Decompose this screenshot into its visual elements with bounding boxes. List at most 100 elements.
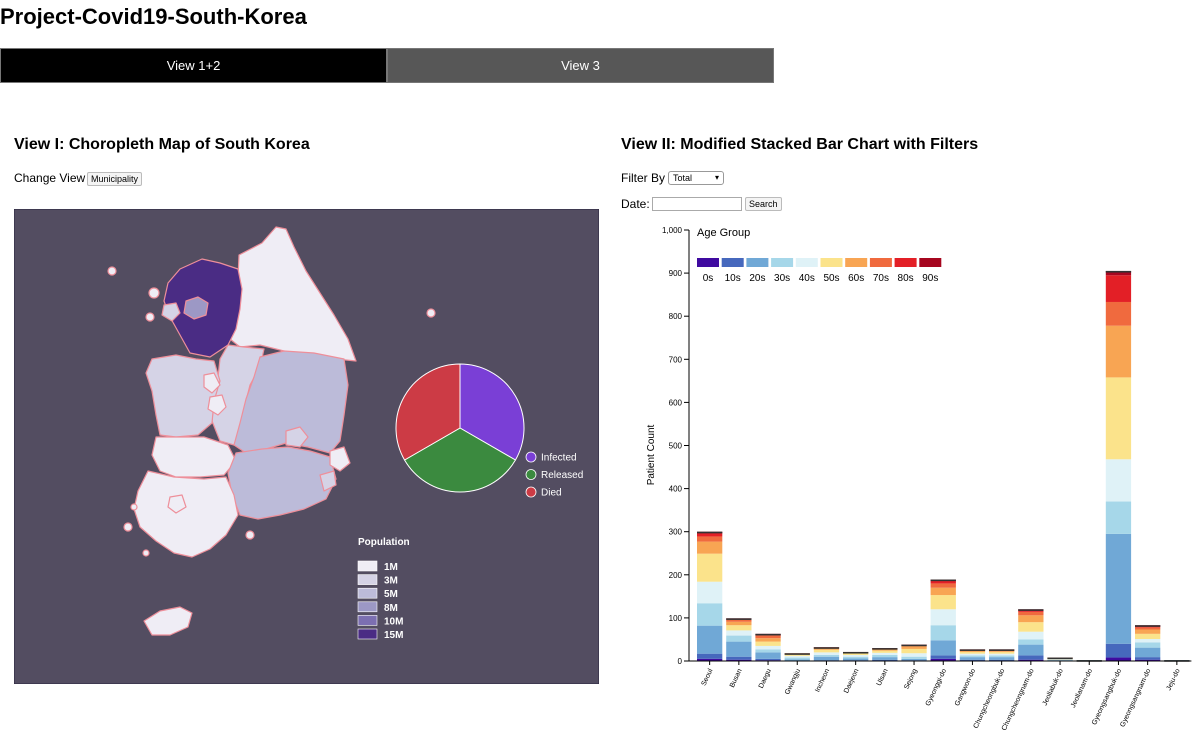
region-daejeon[interactable] (207, 394, 227, 416)
pie-slice-released[interactable] (403, 427, 517, 493)
bar-segment-50s[interactable] (755, 641, 781, 646)
bar-segment-60s[interactable] (755, 638, 781, 642)
bar-segment-50s[interactable] (843, 653, 869, 655)
bar-segment-30s[interactable] (930, 625, 956, 641)
bar-segment-60s[interactable] (989, 651, 1015, 652)
bar-segment-60s[interactable] (872, 649, 898, 651)
bar-segment-20s[interactable] (872, 657, 898, 660)
bar-segment-20s[interactable] (784, 659, 810, 661)
bar-segment-40s[interactable] (1047, 659, 1073, 660)
bar-segment-20s[interactable] (989, 657, 1015, 660)
bar-segment-10s[interactable] (813, 660, 840, 661)
bar-segment-0s[interactable] (697, 658, 723, 661)
pie-slice-died[interactable] (395, 363, 461, 461)
bar-segment-60s[interactable] (726, 621, 752, 626)
bar-segment-0s[interactable] (1018, 659, 1044, 661)
bar-segment-30s[interactable] (989, 655, 1015, 658)
bar-segment-70s[interactable] (726, 619, 752, 622)
bar-segment-40s[interactable] (959, 653, 986, 656)
bar-segment-20s[interactable] (930, 640, 956, 656)
bar-segment-30s[interactable] (1135, 642, 1161, 648)
bar-segment-40s[interactable] (1135, 639, 1161, 643)
bar-segment-30s[interactable] (755, 649, 781, 653)
bar-segment-10s[interactable] (1135, 657, 1161, 660)
bar-segment-60s[interactable] (930, 587, 956, 596)
bar-segment-20s[interactable] (901, 658, 927, 661)
bar-segment-50s[interactable] (697, 553, 723, 582)
bar-segment-50s[interactable] (930, 595, 956, 610)
bar-segment-30s[interactable] (901, 656, 927, 659)
bar-segment-60s[interactable] (1018, 615, 1044, 623)
region-sejong[interactable] (203, 372, 221, 394)
bar-segment-10s[interactable] (872, 659, 898, 661)
bar-segment-40s[interactable] (755, 645, 781, 650)
region-jeollanam-do[interactable] (133, 470, 239, 558)
bar-segment-10s[interactable] (901, 660, 927, 661)
bar-segment-50s[interactable] (813, 649, 840, 653)
bar-segment-40s[interactable] (784, 655, 810, 658)
search-button[interactable]: Search (745, 197, 782, 211)
bar-segment-0s[interactable] (726, 659, 752, 661)
region-incheon[interactable] (161, 302, 181, 322)
filter-select[interactable]: Total ▾ (668, 171, 724, 185)
bar-segment-80s[interactable] (1105, 275, 1132, 302)
bar-segment-70s[interactable] (755, 635, 781, 639)
bar-segment-60s[interactable] (697, 541, 723, 554)
bar-segment-20s[interactable] (1018, 644, 1044, 656)
bar-segment-10s[interactable] (843, 660, 869, 661)
bar-segment-50s[interactable] (726, 625, 752, 631)
bar-segment-30s[interactable] (1018, 639, 1044, 645)
tab-view-1-2[interactable]: View 1+2 (0, 48, 387, 83)
bar-segment-70s[interactable] (1018, 611, 1044, 616)
bar-segment-20s[interactable] (1105, 533, 1132, 644)
bar-segment-20s[interactable] (959, 657, 986, 660)
bar-segment-40s[interactable] (930, 609, 956, 626)
bar-segment-20s[interactable] (843, 658, 869, 661)
bar-segment-20s[interactable] (813, 656, 840, 661)
bar-segment-70s[interactable] (930, 583, 956, 588)
bar-segment-30s[interactable] (697, 603, 723, 626)
bar-segment-90s[interactable] (1105, 270, 1132, 276)
bar-segment-0s[interactable] (1135, 659, 1161, 661)
bar-segment-10s[interactable] (930, 655, 956, 659)
bar-segment-0s[interactable] (930, 658, 956, 661)
bar-segment-10s[interactable] (1018, 655, 1044, 660)
bar-segment-20s[interactable] (697, 625, 723, 654)
bar-segment-50s[interactable] (959, 651, 986, 654)
bar-segment-60s[interactable] (1135, 629, 1161, 634)
bar-segment-40s[interactable] (989, 653, 1015, 656)
bar-segment-50s[interactable] (901, 648, 927, 654)
bar-segment-10s[interactable] (989, 659, 1015, 661)
date-input[interactable] (652, 197, 742, 211)
region-daegu[interactable] (285, 426, 309, 448)
bar-segment-40s[interactable] (901, 653, 927, 657)
bar-segment-30s[interactable] (872, 654, 898, 658)
region-busan[interactable] (319, 470, 337, 492)
bar-segment-30s[interactable] (726, 635, 752, 642)
region-gyeongsangbuk-do[interactable] (233, 350, 349, 454)
bar-segment-80s[interactable] (697, 533, 723, 537)
bar-segment-40s[interactable] (1105, 459, 1132, 502)
bar-segment-70s[interactable] (1135, 627, 1161, 630)
bar-segment-80s[interactable] (930, 580, 956, 584)
region-jeju-do[interactable] (143, 606, 193, 636)
bar-segment-50s[interactable] (784, 654, 810, 656)
bar-segment-30s[interactable] (1105, 501, 1132, 534)
bar-segment-10s[interactable] (1105, 643, 1132, 658)
bar-segment-60s[interactable] (1105, 325, 1132, 378)
bar-segment-10s[interactable] (959, 659, 986, 661)
bar-segment-50s[interactable] (1135, 633, 1161, 640)
bar-segment-40s[interactable] (697, 581, 723, 604)
region-chungcheongnam-do[interactable] (145, 354, 221, 438)
bar-segment-30s[interactable] (843, 656, 869, 659)
bar-segment-80s[interactable] (1018, 610, 1044, 612)
region-gwangju[interactable] (167, 494, 187, 514)
bar-segment-70s[interactable] (1105, 301, 1132, 326)
bar-segment-40s[interactable] (843, 654, 869, 657)
bar-segment-20s[interactable] (755, 652, 781, 659)
bar-segment-10s[interactable] (697, 653, 723, 659)
bar-segment-40s[interactable] (813, 652, 840, 655)
bar-segment-60s[interactable] (901, 646, 927, 649)
bar-segment-10s[interactable] (755, 658, 781, 661)
bar-segment-30s[interactable] (1047, 659, 1073, 661)
